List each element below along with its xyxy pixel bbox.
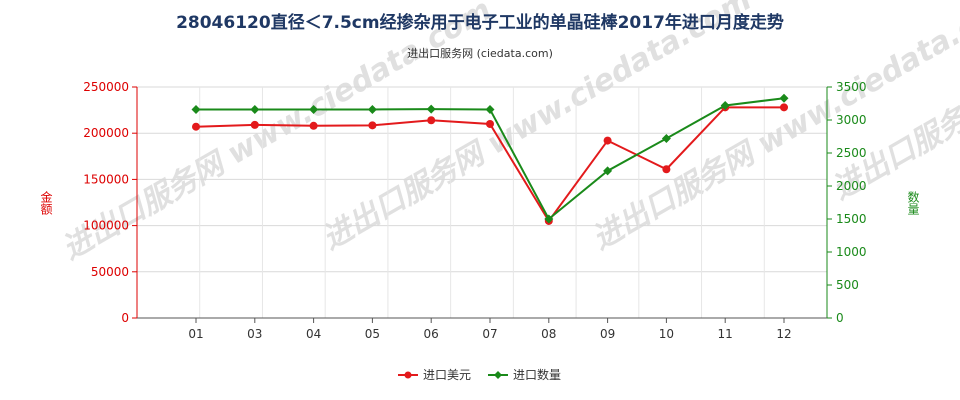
x-tick-label: 11 xyxy=(718,327,733,341)
series-point-1 xyxy=(427,116,436,125)
y-left-tick-label: 200000 xyxy=(83,126,129,140)
chart-subtitle: 进出口服务网 (ciedata.com) xyxy=(407,46,553,60)
x-tick-label: 10 xyxy=(659,327,674,341)
y-left-tick-label: 50000 xyxy=(91,265,129,279)
series-point-1 xyxy=(250,120,259,129)
series-point-1 xyxy=(368,121,377,130)
x-tick-label: 07 xyxy=(482,327,497,341)
series-point-1 xyxy=(662,165,671,174)
y-right-tick-label: 3000 xyxy=(836,113,867,127)
y-left-tick-label: 250000 xyxy=(83,80,129,94)
series-point-1 xyxy=(486,119,494,128)
x-tick-label: 04 xyxy=(306,327,321,341)
y-right-ticks: 0 500 1000 1500 2000 2500 3000 3500 xyxy=(827,80,867,325)
y-left-tick-label: 0 xyxy=(121,311,129,325)
watermark-text: 进出口服务网 www.ciedata.com xyxy=(317,0,758,257)
series-point-1 xyxy=(309,121,318,130)
y-right-tick-label: 2000 xyxy=(836,179,867,193)
legend-label: 进口美元 xyxy=(423,368,471,382)
y-left-tick-label: 100000 xyxy=(83,219,129,233)
series-point-2 xyxy=(544,214,554,224)
y-right-tick-label: 3500 xyxy=(836,80,867,94)
y-left-tick-label: 150000 xyxy=(83,172,129,186)
x-tick-label: 09 xyxy=(600,327,615,341)
series-point-2 xyxy=(779,93,789,103)
axes xyxy=(136,87,828,319)
grid xyxy=(136,86,828,319)
series-point-1 xyxy=(192,122,200,131)
y-right-tick-label: 1500 xyxy=(836,212,867,226)
series-point-2 xyxy=(426,104,436,114)
x-tick-label: 12 xyxy=(776,327,791,341)
series-point-2 xyxy=(309,104,319,114)
legend-label: 进口数量 xyxy=(513,367,561,382)
legend-swatch-marker xyxy=(494,371,502,379)
y-left-ticks: 0 50000 100000 150000 200000 250000 xyxy=(83,80,137,325)
y-right-tick-label: 1000 xyxy=(836,245,867,259)
x-tick-label: 08 xyxy=(541,327,556,341)
series-point-2 xyxy=(661,133,671,143)
chart-title: 28046120直径＜7.5cm经掺杂用于电子工业的单晶硅棒2017年进口月度走… xyxy=(176,12,784,33)
y-right-tick-label: 2500 xyxy=(836,146,867,160)
series-point-2 xyxy=(191,104,201,114)
series-point-1 xyxy=(780,103,788,112)
x-tick-label: 05 xyxy=(365,327,380,341)
x-tick-label: 03 xyxy=(247,327,262,341)
x-ticks: 01 03 04 05 06 07 08 09 10 11 12 xyxy=(188,318,792,341)
y-right-tick-label: 0 xyxy=(836,311,844,325)
series-point-2 xyxy=(485,104,495,114)
x-tick-label: 01 xyxy=(188,327,203,341)
legend: 进口美元 进口数量 xyxy=(398,367,561,382)
y-right-tick-label: 500 xyxy=(836,278,859,292)
series-point-2 xyxy=(367,104,377,114)
x-tick-label: 06 xyxy=(424,327,439,341)
series-point-2 xyxy=(720,100,730,110)
y-left-label: 金额 xyxy=(39,190,53,216)
series-point-1 xyxy=(603,136,612,145)
series-point-2 xyxy=(603,166,613,176)
series-layer xyxy=(191,93,789,225)
series-point-2 xyxy=(250,104,260,114)
legend-swatch-marker xyxy=(404,371,412,379)
y-right-label: 数量 xyxy=(906,190,920,215)
